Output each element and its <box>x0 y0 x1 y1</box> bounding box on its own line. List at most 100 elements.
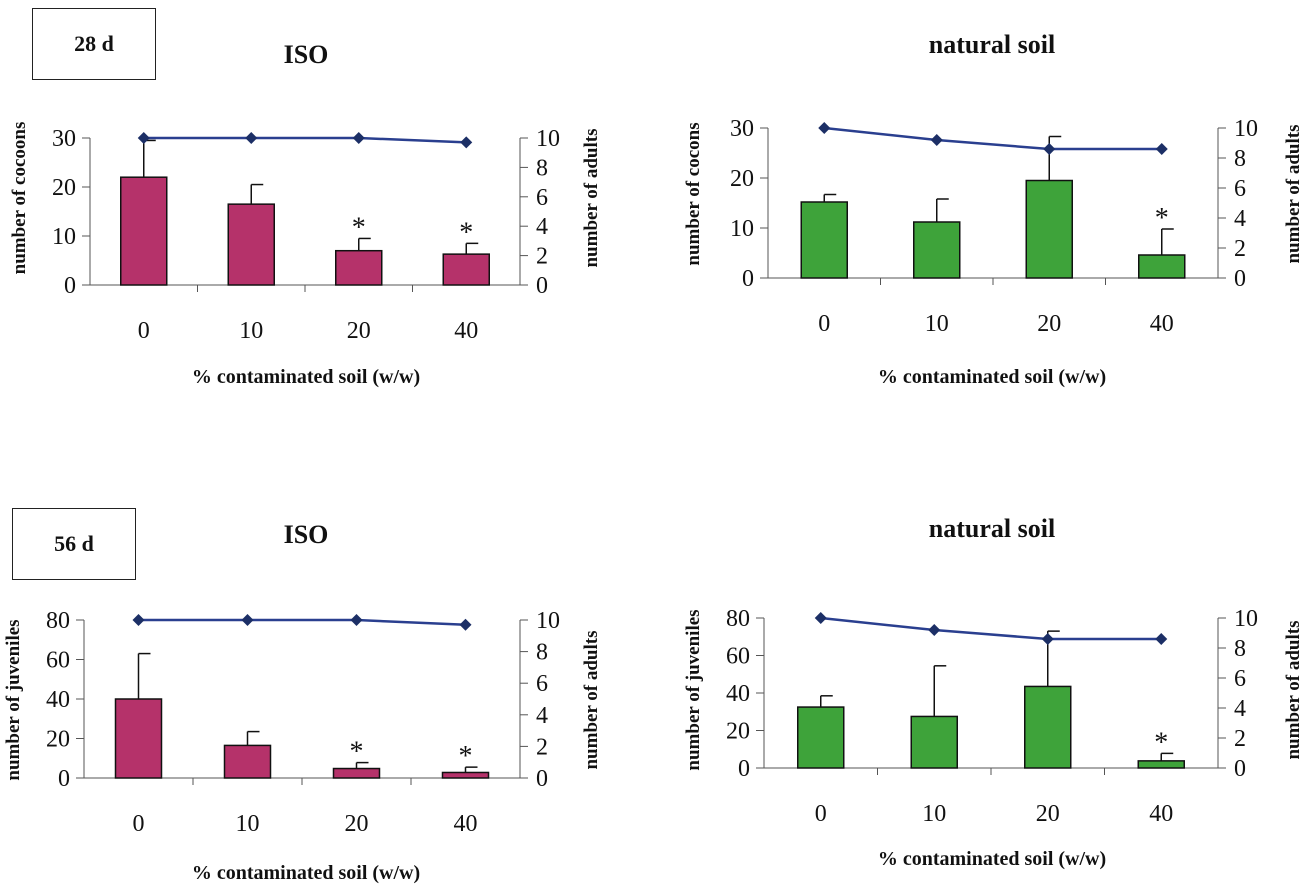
adults-marker <box>1041 633 1054 645</box>
y-tick-label-left: 0 <box>64 273 76 299</box>
adults-line <box>824 126 1162 151</box>
significance-marker: * <box>352 212 366 243</box>
y-tick-label-left: 30 <box>730 116 754 142</box>
adults-marker <box>1155 633 1168 645</box>
y-tick-label-right: 10 <box>1234 606 1258 632</box>
bar <box>797 706 845 769</box>
significance-marker: * <box>1155 203 1169 234</box>
adults-marker <box>352 132 365 144</box>
y-tick-label-right: 0 <box>536 273 548 299</box>
adults-marker <box>137 132 150 144</box>
adults-marker <box>245 132 258 144</box>
y-tick-label-right: 4 <box>1234 206 1246 232</box>
bar <box>335 249 383 286</box>
bar <box>120 176 168 286</box>
y-tick-label-right: 6 <box>536 185 548 211</box>
adults-marker <box>460 136 473 149</box>
y-tick-label-right: 8 <box>536 640 548 666</box>
adults-marker <box>814 612 827 624</box>
x-tick-label: 0 <box>133 811 145 837</box>
bar <box>1024 685 1072 769</box>
y-tick-label-left: 20 <box>730 166 754 192</box>
y-tick-label-right: 10 <box>1234 116 1258 142</box>
y-tick-label-left: 10 <box>52 224 76 250</box>
y-tick-label-right: 10 <box>536 608 560 634</box>
bar <box>227 203 275 286</box>
adults-line <box>138 618 466 626</box>
panel-title-28d-iso: ISO <box>283 40 329 69</box>
x-axis-title-56d-iso: % contaminated soil (w/w) <box>191 862 421 884</box>
adults-marker <box>132 614 145 626</box>
adults-line <box>143 136 467 144</box>
panel-title-56d-natural: natural soil <box>928 514 1056 543</box>
chart-56d-natural: 0 20 40 60 80 0 2 4 6 8 10 0 10 20 40 * <box>726 606 1258 827</box>
y-tick-label-left: 40 <box>726 681 750 707</box>
bar <box>800 201 848 279</box>
y-tick-label-left: 0 <box>738 756 750 782</box>
x-tick-label: 10 <box>925 311 949 337</box>
y-tick-label-right: 2 <box>1234 726 1246 752</box>
y-tick-label-left: 20 <box>52 175 76 201</box>
x-tick-label: 10 <box>239 318 263 344</box>
bar <box>442 253 490 286</box>
bar <box>223 744 272 779</box>
y-tick-label-left: 30 <box>52 126 76 152</box>
y-tick-label-right: 8 <box>1234 146 1246 172</box>
y-tick-label-left: 10 <box>730 216 754 242</box>
y-tick-label-left: 80 <box>726 606 750 632</box>
y-tick-label-right: 6 <box>1234 666 1246 692</box>
bar <box>332 767 381 779</box>
y-tick-label-right: 10 <box>536 126 560 152</box>
panel-title-28d-natural: natural soil <box>928 30 1056 59</box>
y-tick-label-left: 20 <box>46 727 70 753</box>
significance-marker: * <box>1154 727 1168 758</box>
x-tick-label: 40 <box>454 811 478 837</box>
x-tick-label: 0 <box>818 311 830 337</box>
adults-marker <box>241 614 254 626</box>
bar <box>910 715 958 769</box>
chart-28d-iso: 0 10 20 30 0 2 4 6 8 10 0 10 20 40 * * <box>52 126 560 344</box>
x-axis-title-56d-natural: % contaminated soil (w/w) <box>877 848 1107 870</box>
x-tick-label: 20 <box>1037 311 1061 337</box>
bar <box>1138 254 1186 279</box>
adults-marker <box>459 618 472 631</box>
adults-marker <box>1043 143 1056 155</box>
period-label-56d: 56 d <box>12 508 136 580</box>
chart-56d-iso: 0 20 40 60 80 0 2 4 6 8 10 0 10 20 40 * * <box>46 608 560 837</box>
bar <box>913 221 961 279</box>
y-tick-label-right: 8 <box>1234 636 1246 662</box>
x-tick-label: 40 <box>454 318 478 344</box>
bar <box>114 698 163 779</box>
y-tick-label-right: 2 <box>1234 236 1246 262</box>
x-tick-label: 10 <box>922 801 946 827</box>
y-tick-label-right: 4 <box>536 703 548 729</box>
y-tick-label-right: 0 <box>1234 266 1246 292</box>
significance-marker: * <box>459 741 473 772</box>
y-tick-label-left: 60 <box>726 644 750 670</box>
adults-line <box>820 616 1162 641</box>
significance-marker: * <box>350 737 364 768</box>
y-tick-label-right: 0 <box>536 766 548 792</box>
y-tick-label-right: 4 <box>1234 696 1246 722</box>
adults-marker <box>1155 143 1168 155</box>
y-tick-label-right: 0 <box>1234 756 1246 782</box>
bar <box>1025 179 1073 279</box>
x-axis-title-28d-iso: % contaminated soil (w/w) <box>191 366 421 388</box>
y-tick-label-left: 20 <box>726 719 750 745</box>
adults-marker <box>928 624 941 636</box>
adults-marker <box>930 134 943 146</box>
y-tick-label-left: 80 <box>46 608 70 634</box>
x-tick-label: 40 <box>1149 801 1173 827</box>
significance-marker: * <box>459 217 473 248</box>
y-tick-label-right: 8 <box>536 155 548 181</box>
x-tick-label: 0 <box>138 318 150 344</box>
chart-28d-natural: 0 10 20 30 0 2 4 6 8 10 0 10 20 40 * <box>730 116 1258 337</box>
x-tick-label: 0 <box>815 801 827 827</box>
adults-marker <box>350 614 363 626</box>
bar <box>1137 760 1185 769</box>
y-tick-label-left: 60 <box>46 648 70 674</box>
x-tick-label: 40 <box>1150 311 1174 337</box>
adults-marker <box>818 122 831 134</box>
x-tick-label: 20 <box>1036 801 1060 827</box>
